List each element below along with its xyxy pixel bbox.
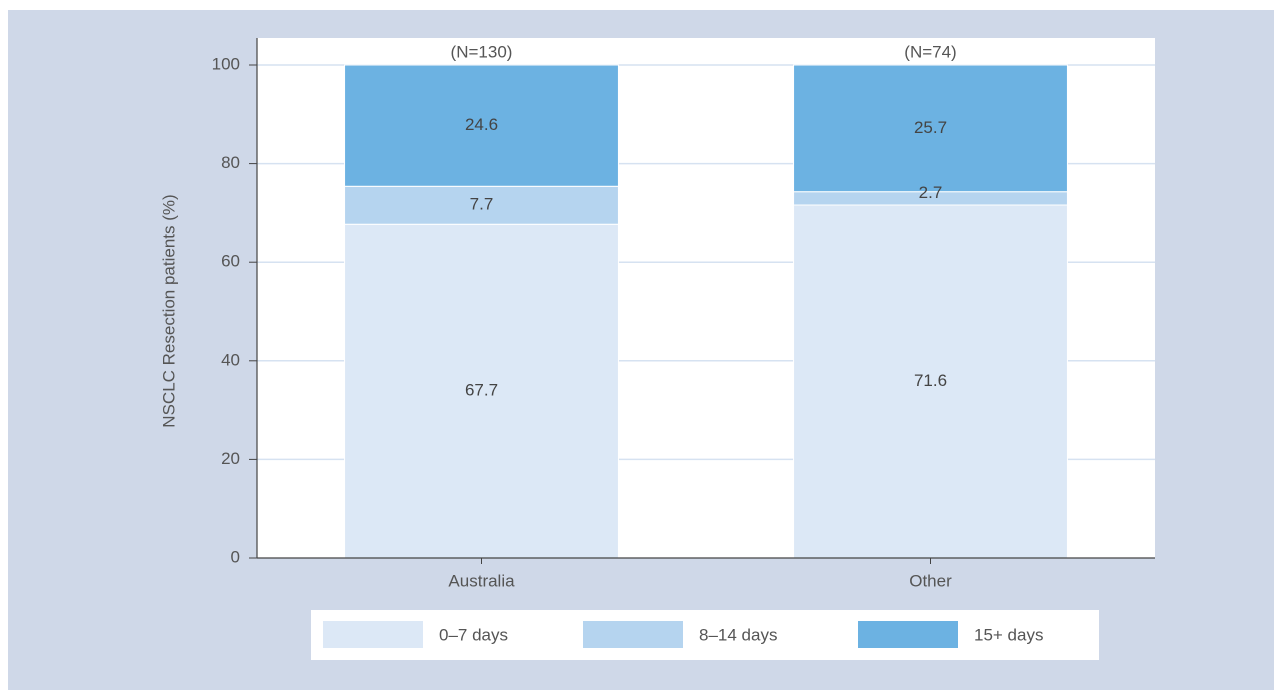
legend-swatch [583, 621, 683, 648]
y-tick-label: 80 [221, 153, 240, 172]
bar-segment [344, 64, 619, 187]
bar-segment [344, 185, 619, 225]
bars [344, 64, 1068, 559]
data-label: 71.6 [914, 371, 947, 390]
legend-label: 0–7 days [439, 625, 508, 644]
bar-segment [793, 204, 1068, 559]
legend-box [311, 610, 1099, 660]
data-label: 67.7 [465, 381, 498, 400]
category-annotation: (N=74) [904, 42, 956, 61]
y-tick-label: 20 [221, 449, 240, 468]
data-label: 7.7 [470, 195, 494, 214]
y-axis-label: NSCLC Resection patients (%) [159, 194, 178, 427]
data-label: 25.7 [914, 118, 947, 137]
data-label: 2.7 [919, 183, 943, 202]
data-label: 24.6 [465, 115, 498, 134]
bar-segment [793, 64, 1068, 193]
legend-swatch [858, 621, 958, 648]
bar-segment [344, 223, 619, 559]
y-tick-label: 0 [231, 547, 240, 566]
x-tick-label: Other [909, 571, 952, 590]
legend-swatch [323, 621, 423, 648]
y-tick-label: 60 [221, 252, 240, 271]
y-tick-label: 40 [221, 350, 240, 369]
x-tick-label: Australia [448, 571, 515, 590]
legend-label: 15+ days [974, 625, 1043, 644]
category-annotation: (N=130) [451, 42, 513, 61]
y-tick-label: 100 [212, 54, 240, 73]
legend-label: 8–14 days [699, 625, 777, 644]
